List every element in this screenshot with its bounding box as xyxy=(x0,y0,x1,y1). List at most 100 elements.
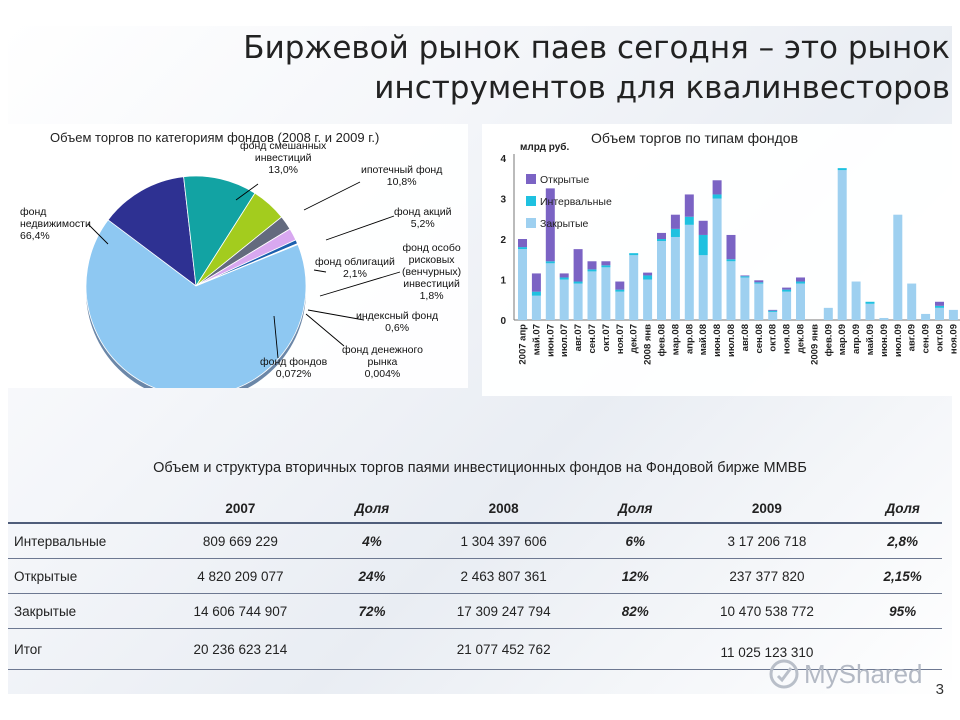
bar-x-tick-label: окт.07 xyxy=(601,324,612,352)
bar-segment-Интервальные xyxy=(684,216,694,225)
pie-leader-line-6 xyxy=(305,313,345,347)
title-line-2: инструментов для квалинвесторов xyxy=(374,70,950,106)
bar-x-tick-label: авг.07 xyxy=(573,324,584,351)
pie-label-bonds: фонд облигаций 2,1% xyxy=(315,256,395,280)
bar-segment-Закрытые xyxy=(518,249,527,321)
table-cell: 2 463 807 361 xyxy=(407,558,601,594)
bar-chart-panel: Объем торгов по типам фондов млрд руб. 0 1… xyxy=(482,124,960,396)
bar-segment-Открытые xyxy=(615,281,625,290)
table-caption: Объем и структура вторичных торгов паями… xyxy=(153,460,807,476)
bar-segment-Интервальные xyxy=(837,168,847,171)
table-cell: 24% xyxy=(336,558,408,594)
bar-segment-Закрытые xyxy=(837,170,847,320)
bar-x-tick-label: июн.07 xyxy=(545,324,556,357)
bar-y-tick-label: 0 xyxy=(500,316,506,327)
bar-segment-Закрытые xyxy=(559,279,569,320)
table-cell: 12% xyxy=(600,558,671,594)
bar-segment-Закрытые xyxy=(754,283,764,320)
bar-segment-Открытые xyxy=(559,273,569,278)
bar-y-tick-label: 2 xyxy=(500,235,506,246)
bar-x-tick-label: авг.08 xyxy=(740,324,751,351)
bar-segment-Закрытые xyxy=(643,279,653,320)
bar-x-tick-label: апр.08 xyxy=(684,324,695,354)
bar-segment-Интервальные xyxy=(545,261,555,264)
header-cell-2009: 2009 xyxy=(670,494,864,524)
pie-slice-фонд-смешанных xyxy=(107,176,197,287)
slide-title: Биржевой рынок паев сегодня – это рынок … xyxy=(180,28,950,108)
bar-segment-Закрытые xyxy=(712,198,722,320)
bar-segment-Интервальные xyxy=(657,239,666,242)
bar-x-tick-label: сен.08 xyxy=(754,324,765,354)
header-cell-2007: 2007 xyxy=(144,494,337,524)
table-cell: 72% xyxy=(336,593,408,629)
bar-segment-Закрытые xyxy=(935,307,944,320)
bar-segment-Открытые xyxy=(643,272,653,276)
table-cell: 3 17 206 718 xyxy=(670,523,864,559)
bar-segment-Закрытые xyxy=(726,261,736,321)
bar-x-tick-label: окт.09 xyxy=(935,324,946,352)
bar-x-tick-label: июн.08 xyxy=(712,324,723,357)
bar-x-tick-label: май.09 xyxy=(865,324,876,355)
table-cell: 21 077 452 762 xyxy=(407,628,601,670)
bar-segment-Открытые xyxy=(768,309,778,311)
pie-label-index: индексный фонд 0,6% xyxy=(356,310,439,334)
bar-segment-Открытые xyxy=(796,277,805,282)
bar-segment-Закрытые xyxy=(893,214,903,320)
watermark-icon xyxy=(769,659,799,689)
table-cell: 2,8% xyxy=(863,523,942,559)
bar-segment-Закрытые xyxy=(907,283,917,320)
bar-y-tick-label: 3 xyxy=(500,195,506,206)
bar-segment-Интервальные xyxy=(601,265,611,268)
bar-segment-Открытые xyxy=(782,287,792,290)
bar-segment-Закрытые xyxy=(657,241,666,320)
bar-x-tick-label: май.08 xyxy=(698,324,709,355)
pie-leader-line-4 xyxy=(319,271,401,297)
bar-segment-Открытые xyxy=(657,232,666,239)
bar-segment-Интервальные xyxy=(782,289,792,292)
table-cell xyxy=(863,628,942,670)
bar-x-tick-label: сен.07 xyxy=(587,324,598,354)
bar-x-tick-label: ноя.08 xyxy=(782,324,793,354)
pie-slice-фонд-недвижимости xyxy=(85,219,307,388)
row-label: Интервальные xyxy=(8,523,144,559)
bar-segment-Интервальные xyxy=(518,247,527,250)
row-label: Итог xyxy=(8,628,144,670)
bar-y-tick-label: 1 xyxy=(500,276,506,287)
pie-label-venture: фонд особо рисковых (венчурных) инвестиций 1… xyxy=(402,242,462,302)
pie-leader-line-2 xyxy=(325,215,395,241)
bar-x-tick-label: июл.07 xyxy=(559,324,570,357)
bar-segment-Интервальные xyxy=(740,276,750,278)
bar-x-tick-label: май.07 xyxy=(531,324,542,355)
bar-x-tick-label: 2008 янв xyxy=(643,324,654,365)
page-number: 3 xyxy=(935,681,944,698)
bar-x-tick-label: ноя.09 xyxy=(948,324,959,354)
pie-leader-line-1 xyxy=(303,181,361,211)
legend-swatch xyxy=(526,174,536,184)
bar-y-axis-label: млрд руб. xyxy=(520,141,569,153)
legend-label: Открытые xyxy=(540,174,589,186)
header-cell-share: Доля xyxy=(863,494,942,524)
pie-label-mixed: фонд смешанных инвестиций 13,0% xyxy=(240,140,327,176)
bar-segment-Интервальные xyxy=(712,194,722,199)
bar-segment-Закрытые xyxy=(851,281,861,321)
bar-x-tick-label: окт.08 xyxy=(768,324,779,352)
pie-label-fund-of-funds: фонд фондов 0,072% xyxy=(260,356,328,380)
pie-label-mortgage: ипотечный фонд 10,8% xyxy=(361,164,443,188)
bar-x-tick-label: дек.08 xyxy=(796,324,807,353)
bar-segment-Закрытые xyxy=(670,236,680,320)
pie-leader-line-8 xyxy=(87,223,109,245)
header-cell-share: Доля xyxy=(600,494,671,524)
bar-segment-Открытые xyxy=(740,275,750,277)
table-row: Итог 20 236 623 214 21 077 452 762 11 02… xyxy=(8,628,942,670)
bar-x-tick-label: июл.09 xyxy=(893,324,904,357)
bar-segment-Закрытые xyxy=(948,309,958,321)
bar-segment-Закрытые xyxy=(615,291,625,320)
legend-swatch xyxy=(526,196,536,206)
header-cell-share: Доля xyxy=(336,494,408,524)
pie-leader-line-0 xyxy=(235,183,259,201)
bar-segment-Закрытые xyxy=(545,263,555,320)
trading-volume-table: 2007 Доля 2008 Доля 2009 Доля Интервальн… xyxy=(8,494,942,670)
table-row: Открытые 4 820 209 077 24% 2 463 807 361… xyxy=(8,558,942,594)
bar-segment-Закрытые xyxy=(698,255,708,320)
bar-x-tick-label: фев.08 xyxy=(657,324,668,357)
